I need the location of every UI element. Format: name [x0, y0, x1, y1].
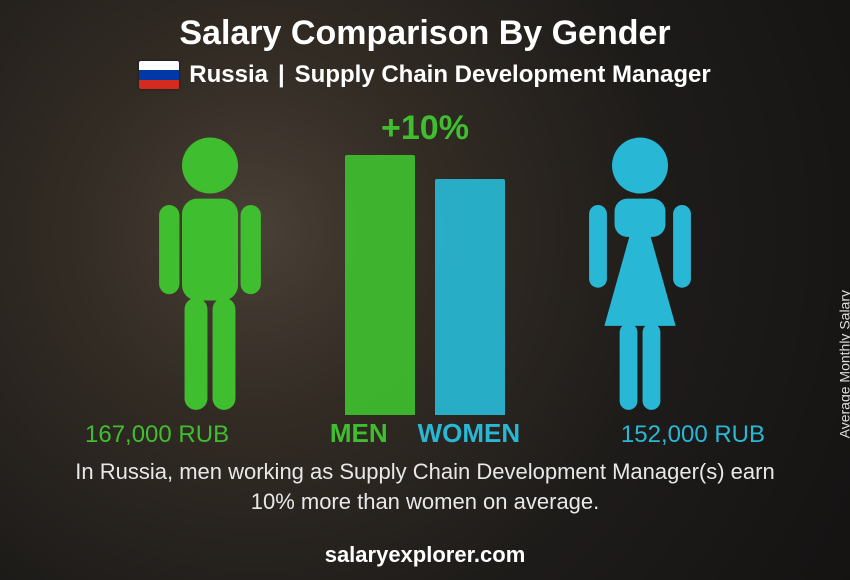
- job-label: Supply Chain Development Manager: [295, 61, 711, 89]
- percent-diff-label: +10%: [381, 109, 469, 148]
- y-axis-label: Average Monthly Salary: [836, 290, 850, 438]
- bar-female: [435, 179, 505, 415]
- flag-stripe-0: [139, 61, 179, 70]
- male-icon: [145, 135, 275, 415]
- chart-area: +10%: [125, 109, 725, 449]
- flag-stripe-1: [139, 70, 179, 79]
- men-label: MEN: [330, 418, 388, 449]
- female-svg: [575, 135, 705, 415]
- flag-stripe-2: [139, 80, 179, 89]
- male-salary: 167,000 RUB: [85, 421, 229, 449]
- russia-flag-icon: [139, 61, 179, 89]
- description-text: In Russia, men working as Supply Chain D…: [0, 449, 850, 516]
- page-title: Salary Comparison By Gender: [0, 0, 850, 53]
- female-icon: [575, 135, 705, 415]
- subtitle-row: Russia | Supply Chain Development Manage…: [0, 61, 850, 89]
- women-label: WOMEN: [418, 418, 521, 449]
- footer-attribution: salaryexplorer.com: [0, 542, 850, 568]
- male-svg: [145, 135, 275, 415]
- bar-male: [345, 155, 415, 415]
- gender-labels: MEN WOMEN: [330, 418, 520, 449]
- female-salary: 152,000 RUB: [621, 421, 765, 449]
- bars-group: [345, 155, 505, 415]
- separator: |: [278, 61, 285, 89]
- country-label: Russia: [189, 61, 268, 89]
